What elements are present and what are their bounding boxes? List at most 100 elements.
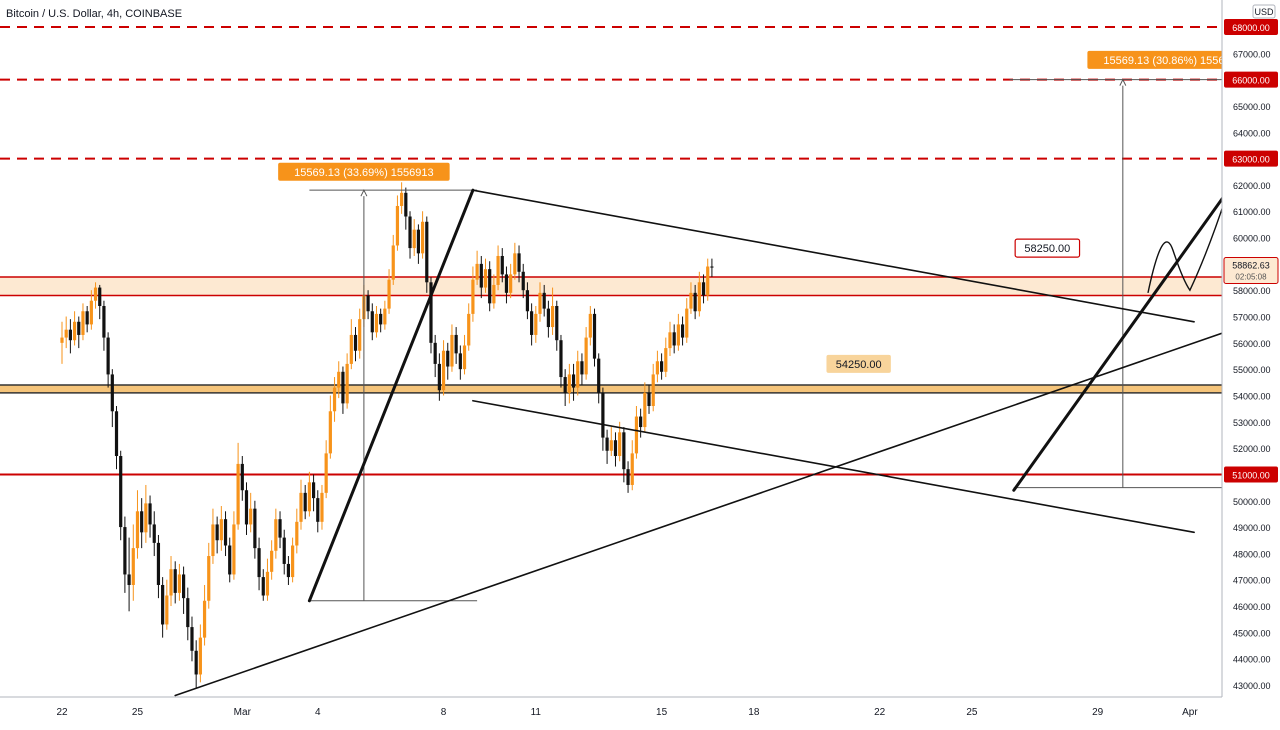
- y-tick-label: 46000.00: [1233, 602, 1271, 612]
- candle-body: [81, 311, 85, 335]
- candle-body: [383, 308, 387, 325]
- trendline-0: [174, 312, 1280, 697]
- callout-box-1: [1087, 50, 1259, 69]
- candle-body: [286, 563, 291, 578]
- candle-body: [345, 363, 349, 404]
- candle-body: [697, 282, 701, 312]
- x-tick-label: 29: [1092, 707, 1104, 718]
- x-tick-label: 22: [56, 707, 68, 718]
- candle-body: [106, 337, 110, 375]
- candle-body: [643, 392, 647, 428]
- currency-box: [1252, 4, 1276, 19]
- candle-body: [332, 387, 337, 412]
- candle-body: [672, 332, 676, 346]
- candle-body: [584, 337, 588, 375]
- candle-body: [274, 519, 278, 551]
- candle-body: [450, 334, 454, 367]
- candle-body: [592, 313, 597, 359]
- x-tick-label: 15: [656, 707, 668, 718]
- x-tick-label: Apr: [1182, 707, 1198, 718]
- candle-body: [249, 508, 253, 525]
- candle-body: [85, 311, 89, 325]
- candle-body: [680, 324, 685, 338]
- candle-body: [265, 571, 270, 596]
- candle-body: [425, 221, 429, 283]
- callout-label-0: 15569.13 (33.69%) 1556913: [294, 167, 433, 179]
- candle-body: [655, 361, 660, 375]
- last-price-label: 58862.63: [1232, 260, 1270, 270]
- candle-body: [98, 287, 102, 306]
- candle-body: [161, 584, 165, 625]
- candle-body: [181, 574, 186, 599]
- y-tick-label: 65000.00: [1233, 102, 1271, 112]
- candle-body: [504, 274, 509, 293]
- candle-body: [601, 392, 605, 438]
- level-tag-3: [1224, 466, 1278, 483]
- candle-body: [320, 492, 324, 522]
- candle-body: [676, 324, 680, 346]
- candle-body: [219, 519, 223, 541]
- candle-body: [395, 205, 400, 246]
- x-tick-label: Mar: [234, 707, 252, 718]
- candle-body: [634, 416, 639, 454]
- candle-body: [416, 229, 421, 254]
- symbol-title: Bitcoin / U.S. Dollar, 4h, COINBASE: [6, 8, 183, 20]
- callout-box-3: [826, 354, 891, 373]
- candle-body: [701, 282, 706, 296]
- candle-body: [270, 550, 274, 572]
- candle-body: [479, 263, 483, 288]
- candle-body: [349, 334, 353, 364]
- candle-body: [647, 392, 651, 407]
- candle-body: [467, 313, 471, 346]
- y-tick-label: 57000.00: [1233, 313, 1271, 323]
- candle-body: [550, 305, 555, 328]
- y-tick-label: 49000.00: [1233, 523, 1271, 533]
- candle-body: [488, 269, 492, 304]
- x-tick-label: 11: [531, 707, 542, 718]
- x-tick-label: 4: [315, 707, 321, 718]
- candle-body: [295, 521, 299, 546]
- candle-body: [387, 279, 391, 309]
- callout-box-0: [278, 162, 450, 181]
- candle-body: [60, 337, 64, 343]
- candle-body: [525, 290, 530, 312]
- candle-body: [433, 342, 437, 364]
- candle-body: [316, 498, 320, 522]
- candle-body: [659, 361, 664, 372]
- y-tick-label: 54000.00: [1233, 391, 1271, 401]
- candle-body: [521, 271, 525, 291]
- y-tick-label: 60000.00: [1233, 234, 1271, 244]
- candle-body: [538, 292, 542, 314]
- trendline-3: [307, 188, 475, 603]
- candle-body: [559, 340, 563, 378]
- candle-body: [299, 492, 303, 522]
- candle-body: [706, 266, 710, 296]
- y-tick-label: 47000.00: [1233, 576, 1271, 586]
- candle-body: [454, 334, 458, 354]
- candle-body: [207, 556, 211, 601]
- y-tick-label: 62000.00: [1233, 181, 1271, 191]
- candle-body: [358, 319, 362, 351]
- candle-body: [664, 348, 668, 372]
- candle-body: [194, 650, 198, 675]
- candle-body: [236, 463, 240, 525]
- x-tick-label: 8: [441, 707, 447, 718]
- candle-body: [165, 595, 169, 625]
- x-tick-label: 25: [966, 707, 978, 718]
- candle-body: [555, 305, 559, 341]
- candle-body: [240, 463, 244, 491]
- candle-body: [291, 545, 295, 578]
- y-tick-label: 48000.00: [1233, 549, 1271, 559]
- candle-body: [613, 440, 618, 457]
- candle-body: [311, 482, 316, 499]
- candle-body: [391, 245, 395, 280]
- y-tick-label: 58000.00: [1233, 286, 1271, 296]
- candle-body: [483, 269, 488, 288]
- candle-body: [135, 511, 140, 549]
- candle-body: [110, 374, 114, 412]
- level-tag-label-0: 68000.00: [1232, 23, 1270, 33]
- candle-body: [622, 432, 626, 470]
- callout-box-2: [1014, 238, 1081, 258]
